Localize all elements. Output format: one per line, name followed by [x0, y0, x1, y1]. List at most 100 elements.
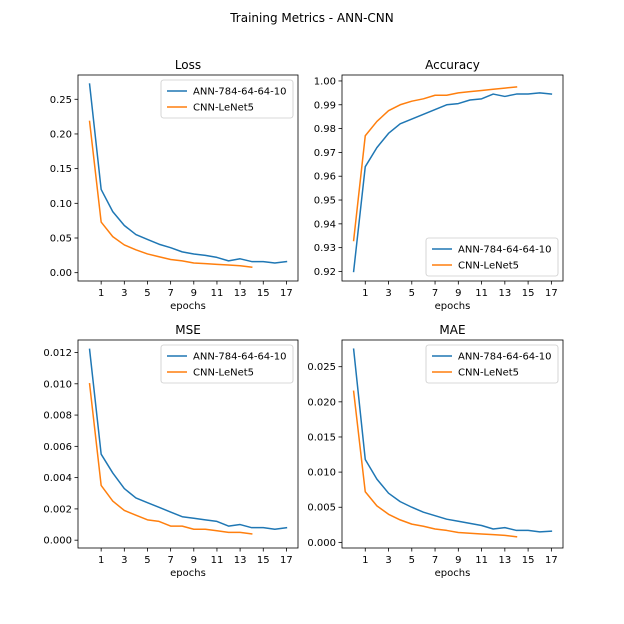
- accuracy-y-tick-label: 0.93: [314, 243, 336, 254]
- mse-x-tick-label: 11: [211, 555, 224, 566]
- loss-axes-frame: [77, 74, 299, 282]
- loss-x-tick-label: 1: [98, 288, 104, 299]
- mse-x-tick-label: 9: [191, 555, 197, 566]
- accuracy-legend-label-cnn: CNN-LeNet5: [458, 261, 519, 272]
- mse-x-tick-label: 15: [257, 555, 270, 566]
- mae-y-tick-label: 0.010: [307, 468, 336, 479]
- mse-legend-box: [160, 344, 294, 384]
- accuracy-y-tick-label: 0.96: [314, 172, 336, 183]
- loss-x-tick-label: 15: [257, 288, 270, 299]
- accuracy-x-tick-label: 7: [432, 288, 438, 299]
- mae-x-tick-label: 9: [455, 555, 461, 566]
- loss-legend-label-ann: ANN-784-64-64-10: [193, 87, 287, 98]
- accuracy-x-tick-label: 11: [475, 288, 488, 299]
- mae-x-tick-label: 15: [522, 555, 535, 566]
- mse-y-tick-label: 0.008: [43, 411, 72, 422]
- loss-x-tick-label: 13: [234, 288, 247, 299]
- mae-y-tick-label: 0.020: [307, 397, 336, 408]
- mse-series-line-cnn: [88, 382, 253, 535]
- accuracy-x-tick-label: 9: [455, 288, 461, 299]
- mse-x-tick-label: 1: [98, 555, 104, 566]
- mse-series-line-ann: [88, 348, 288, 530]
- mae-legend-label-ann: ANN-784-64-64-10: [458, 352, 552, 363]
- accuracy-x-axis-label: epochs: [435, 301, 471, 312]
- accuracy-y-tick-label: 0.94: [314, 219, 336, 230]
- loss-y-tick-label: 0.00: [50, 268, 72, 279]
- loss-series-line-ann: [88, 83, 288, 264]
- figure-suptitle: Training Metrics - ANN-CNN: [229, 11, 394, 25]
- accuracy-x-tick-label: 3: [385, 288, 391, 299]
- accuracy-x-tick-label: 17: [545, 288, 558, 299]
- loss-y-tick-label: 0.20: [50, 129, 72, 140]
- mse-legend-label-cnn: CNN-LeNet5: [193, 368, 254, 379]
- accuracy-legend-label-ann: ANN-784-64-64-10: [458, 245, 552, 256]
- accuracy-axes-frame: [341, 74, 564, 282]
- mae-x-tick-label: 17: [545, 555, 558, 566]
- accuracy-x-tick-label: 15: [522, 288, 535, 299]
- mae-x-tick-label: 5: [409, 555, 415, 566]
- accuracy-series-line-ann: [352, 92, 553, 273]
- mae-y-tick-label: 0.025: [307, 362, 336, 373]
- loss-x-tick-label: 7: [167, 288, 173, 299]
- mse-x-tick-label: 17: [280, 555, 293, 566]
- accuracy-y-tick-label: 0.97: [314, 148, 336, 159]
- accuracy-y-tick-label: 0.98: [314, 124, 336, 135]
- accuracy-series-line-cnn: [352, 86, 518, 242]
- accuracy-x-tick-label: 1: [362, 288, 368, 299]
- loss-x-tick-label: 17: [280, 288, 293, 299]
- mae-x-tick-label: 1: [362, 555, 368, 566]
- mse-x-tick-label: 7: [167, 555, 173, 566]
- accuracy-x-tick-label: 13: [498, 288, 511, 299]
- loss-series-line-cnn: [88, 120, 253, 268]
- loss-legend-label-cnn: CNN-LeNet5: [193, 103, 254, 114]
- loss-title: Loss: [175, 58, 201, 72]
- mae-x-tick-label: 7: [432, 555, 438, 566]
- mae-series-line-ann: [352, 348, 553, 533]
- mse-x-tick-label: 5: [144, 555, 150, 566]
- mae-legend-label-cnn: CNN-LeNet5: [458, 368, 519, 379]
- mae-legend: ANN-784-64-64-10 CNN-LeNet5: [425, 344, 559, 384]
- mse-y-tick-label: 0.002: [43, 504, 72, 515]
- loss-x-tick-label: 11: [211, 288, 224, 299]
- mae-y-tick-label: 0.000: [307, 538, 336, 549]
- mse-y-tick-label: 0.004: [43, 473, 72, 484]
- accuracy-legend: ANN-784-64-64-10 CNN-LeNet5: [425, 237, 559, 277]
- loss-x-axis-label: epochs: [170, 301, 206, 312]
- mse-x-tick-label: 3: [121, 555, 127, 566]
- mae-series-line-cnn: [352, 390, 518, 538]
- mse-x-axis-label: epochs: [170, 568, 206, 579]
- mse-axes-frame: [77, 339, 299, 549]
- loss-y-tick-label: 0.25: [50, 95, 72, 106]
- mae-y-tick-label: 0.015: [307, 432, 336, 443]
- mae-x-tick-label: 11: [475, 555, 488, 566]
- mae-x-axis-label: epochs: [435, 568, 471, 579]
- mae-x-tick-label: 13: [498, 555, 511, 566]
- accuracy-title: Accuracy: [425, 58, 480, 72]
- accuracy-y-tick-label: 1.00: [314, 76, 336, 87]
- mse-y-tick-label: 0.006: [43, 442, 72, 453]
- accuracy-legend-box: [425, 237, 559, 277]
- loss-y-tick-label: 0.05: [50, 233, 72, 244]
- mse-y-tick-label: 0.010: [43, 379, 72, 390]
- mse-legend-label-ann: ANN-784-64-64-10: [193, 352, 287, 363]
- loss-legend-box: [160, 79, 294, 119]
- mse-y-tick-label: 0.012: [43, 348, 72, 359]
- loss-x-tick-label: 9: [191, 288, 197, 299]
- loss-x-tick-label: 3: [121, 288, 127, 299]
- loss-legend: ANN-784-64-64-10 CNN-LeNet5: [160, 79, 294, 119]
- accuracy-y-tick-label: 0.99: [314, 100, 336, 111]
- mae-legend-box: [425, 344, 559, 384]
- mse-title: MSE: [175, 323, 201, 337]
- loss-x-tick-label: 5: [144, 288, 150, 299]
- mse-legend: ANN-784-64-64-10 CNN-LeNet5: [160, 344, 294, 384]
- mae-y-tick-label: 0.005: [307, 503, 336, 514]
- mse-y-tick-label: 0.000: [43, 536, 72, 547]
- mae-x-tick-label: 3: [385, 555, 391, 566]
- accuracy-y-tick-label: 0.92: [314, 267, 336, 278]
- loss-y-tick-label: 0.10: [50, 199, 72, 210]
